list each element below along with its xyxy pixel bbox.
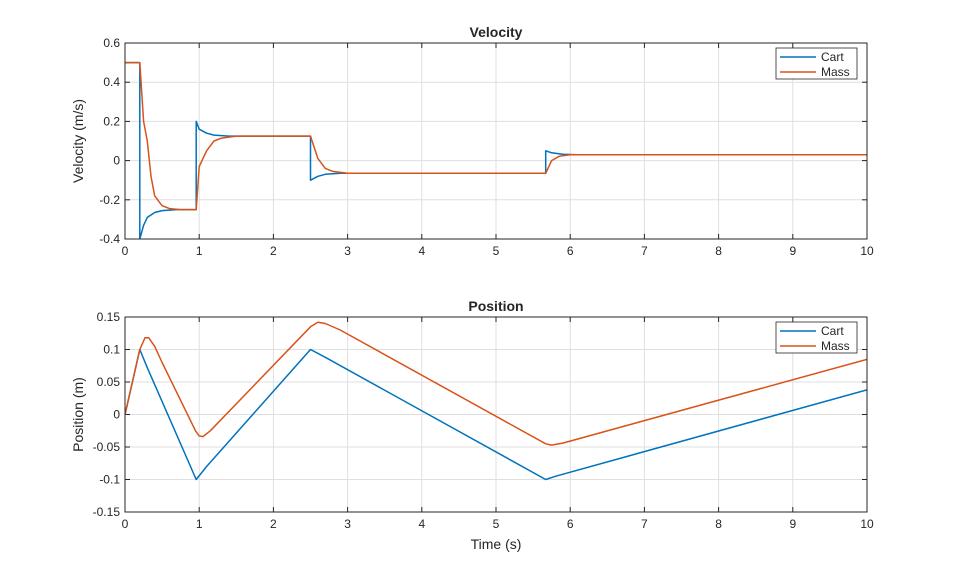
series-line-mass <box>125 61 867 211</box>
axes-box <box>124 316 868 513</box>
x-tick-label: 9 <box>789 244 796 258</box>
x-tick-label: 8 <box>715 244 722 258</box>
x-tick-label: 7 <box>641 244 648 258</box>
legend-box <box>775 321 858 354</box>
x-tick-label: 10 <box>860 517 874 531</box>
x-tick-label: 2 <box>270 517 277 531</box>
y-axis-label: Position (m) <box>70 377 86 452</box>
x-tick-label: 4 <box>418 517 425 531</box>
axes-velocity: 0 1 2 3 4 5 6 7 8 9 10 -0.4 -0.2 0 0.2 0.4 0.6 Velocity Ve… <box>70 24 874 258</box>
series-line-cart <box>125 61 867 239</box>
y-tick-label: 0.1 <box>103 343 120 357</box>
x-tick-label: 4 <box>418 244 425 258</box>
y-tick-label: -0.1 <box>99 473 120 487</box>
x-tick-label: 0 <box>122 517 129 531</box>
legend-entry: Mass <box>821 339 850 353</box>
legend-box <box>775 47 858 80</box>
legend-entry: Cart <box>821 50 844 64</box>
series-line-mass <box>125 321 867 446</box>
x-tick-label: 7 <box>641 517 648 531</box>
x-tick-label: 1 <box>196 244 203 258</box>
x-tick-label: 6 <box>567 244 574 258</box>
y-tick-label: -0.05 <box>93 440 121 454</box>
chart-title: Velocity <box>470 24 523 40</box>
legend-entry: Cart <box>821 324 844 338</box>
x-axis-label: Time (s) <box>471 536 522 552</box>
y-tick-label: 0.15 <box>97 310 121 324</box>
x-tick-label: 0 <box>122 244 129 258</box>
y-tick-label: -0.15 <box>93 505 121 519</box>
y-tick-label: 0 <box>113 154 120 168</box>
x-tick-label: 2 <box>270 244 277 258</box>
chart-title: Position <box>468 298 523 314</box>
series-line-cart <box>125 348 867 481</box>
x-tick-label: 10 <box>860 244 874 258</box>
axes-position: 0 1 2 3 4 5 6 7 8 9 10 -0.15 -0.1 -0.05 0 0.05 0.1 0.15 Po… <box>70 298 874 552</box>
y-tick-label: 0.2 <box>103 114 120 128</box>
x-tick-label: 1 <box>196 517 203 531</box>
y-tick-label: 0 <box>113 408 120 422</box>
y-tick-label: 0.4 <box>103 75 120 89</box>
x-tick-label: 3 <box>344 517 351 531</box>
x-tick-label: 5 <box>493 244 500 258</box>
y-tick-label: -0.2 <box>99 193 120 207</box>
axes-box <box>124 42 868 240</box>
y-tick-label: -0.4 <box>99 232 120 246</box>
y-tick-label: 0.05 <box>97 375 121 389</box>
x-tick-label: 3 <box>344 244 351 258</box>
y-tick-label: 0.6 <box>103 36 120 50</box>
legend-entry: Mass <box>821 65 850 79</box>
x-tick-label: 6 <box>567 517 574 531</box>
x-tick-label: 5 <box>493 517 500 531</box>
x-tick-label: 9 <box>789 517 796 531</box>
x-tick-label: 8 <box>715 517 722 531</box>
y-axis-label: Velocity (m/s) <box>70 99 86 183</box>
